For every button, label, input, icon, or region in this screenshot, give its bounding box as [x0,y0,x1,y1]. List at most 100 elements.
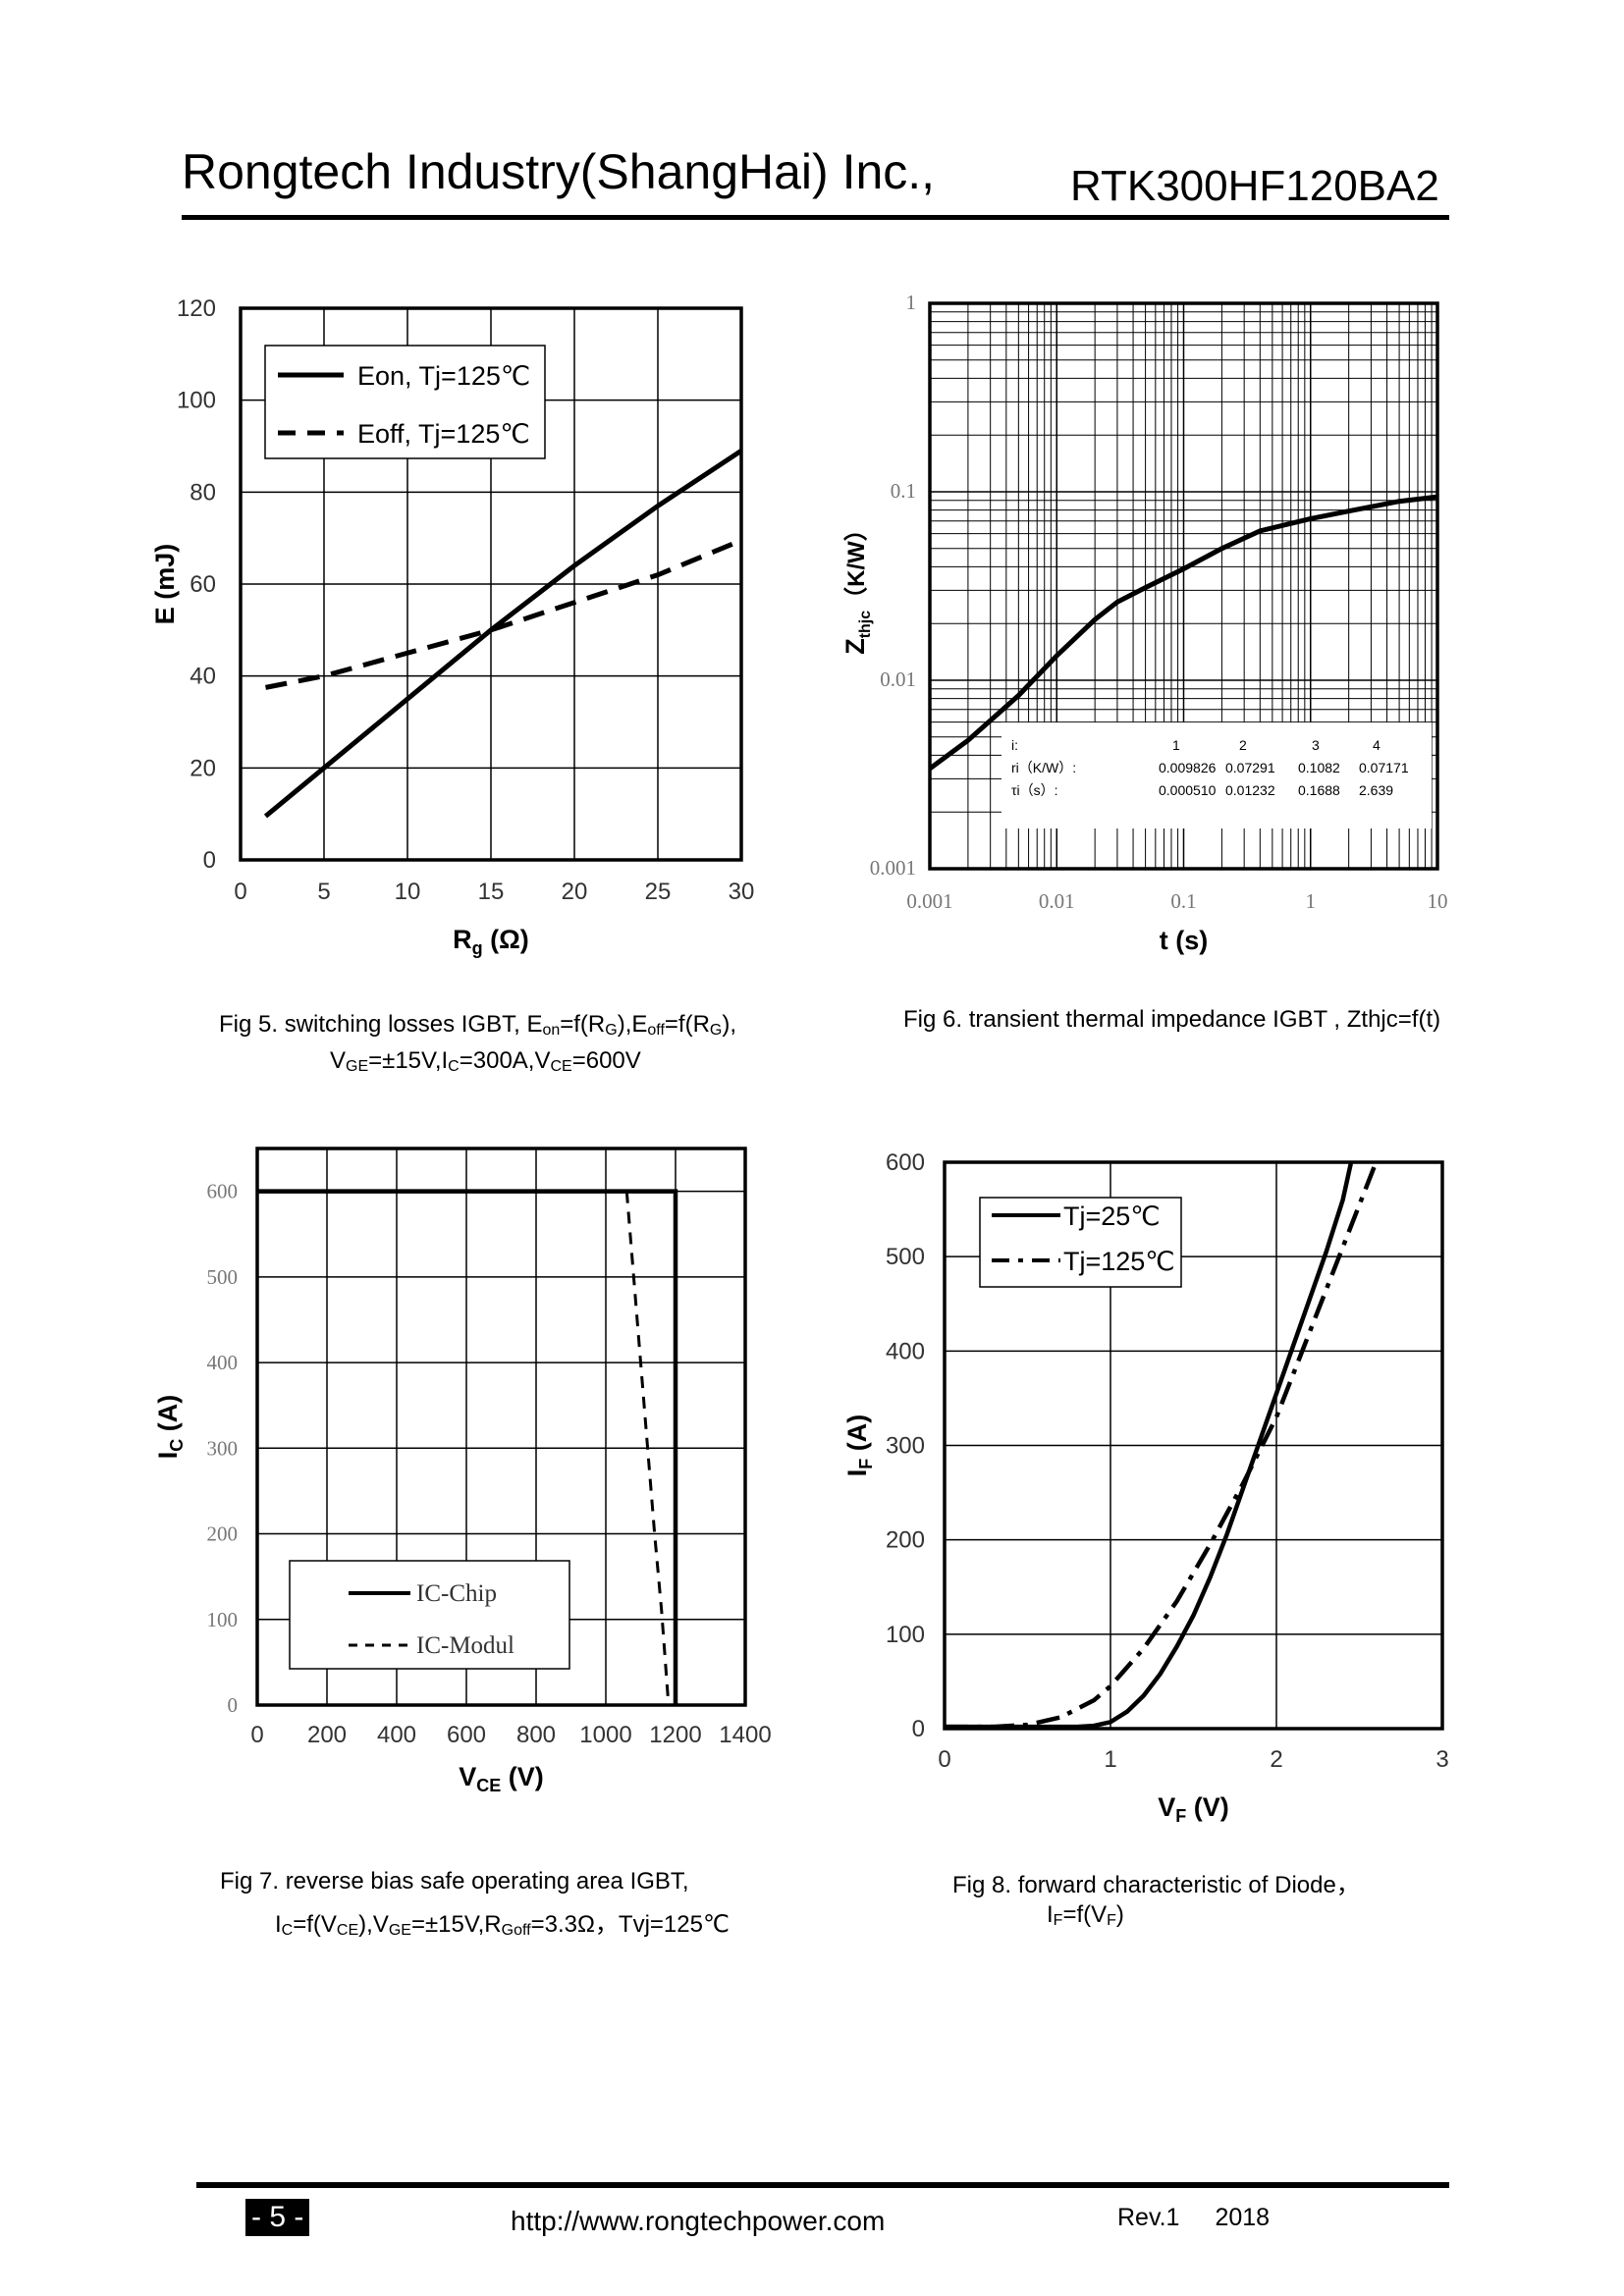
caption-text: Fig 6. transient thermal impedance IGBT … [903,1006,1441,1033]
rc-table: i: 1 2 3 4 ri（K/W）: 0.009826 0.07291 0.1082 0.071… [1001,722,1432,828]
rc-table-cell: 0.000510 [1159,782,1217,798]
part-number: RTK300HF120BA2 [1070,162,1439,210]
y-axis-label: Zthjc（K/W） [840,517,874,655]
caption-text: V [330,1047,347,1074]
caption-text: =f(R [560,1011,606,1038]
legend-label: IC-Modul [416,1632,514,1659]
footer-rule [196,2182,1449,2188]
plot-frame [255,1147,747,1707]
x-tick-label: 0 [938,1746,950,1773]
x-axis-label: t (s) [1160,926,1209,955]
fig7-caption-line2: IC=f(VCE),VGE=±15V,RGoff=3.3Ω，Tvj=125℃ [275,1904,730,1940]
x-tick-label: 5 [317,879,330,905]
company-name: Rongtech Industry(ShangHai) Inc., [182,144,936,199]
legend-label: Tj=25℃ [1063,1201,1161,1231]
rc-table-cell: 0.1688 [1298,782,1340,798]
x-tick-label: 1 [1104,1746,1116,1773]
rc-table-cell: 0.01232 [1225,782,1275,798]
y-tick-label: 200 [886,1527,925,1554]
caption-subscript: C [281,1922,294,1939]
x-axis-label: VF (V) [1158,1792,1229,1826]
x-tick-label: 600 [447,1722,486,1748]
rc-table-cell: 1 [1172,737,1180,753]
y-axis-label: E (mJ) [150,544,180,625]
caption-text: =f(R [664,1011,710,1038]
footer-revision: Rev.1 2018 [1117,2204,1270,2232]
y-tick-label: 500 [886,1244,925,1270]
x-tick-label: 1400 [719,1722,771,1748]
legend-box [264,345,546,459]
y-tick-label: 0.01 [880,667,916,691]
y-tick-label: 300 [886,1433,925,1460]
x-axis-label: VCE (V) [459,1762,544,1795]
y-tick-label: 0 [228,1693,239,1717]
x-tick-label: 1000 [579,1722,631,1748]
legend-label: IC-Chip [416,1580,497,1607]
revision-year: 2018 [1215,2204,1271,2231]
x-tick-label: 15 [478,879,505,905]
chart-rbsoa: 0 200 400 600 800 1000 1200 1400 0 100 200 300 400 50… [153,1147,772,1795]
legend-box [289,1560,570,1670]
caption-text: =300A,V [459,1047,551,1074]
caption-text: =±15V,R [410,1911,502,1938]
y-tick-label: 400 [886,1338,925,1364]
fig5-caption-line2: VGE=±15V,IC=300A,VCE=600V [330,1047,641,1076]
caption-text: ),V [358,1911,389,1938]
caption-subscript: C [448,1058,460,1075]
caption-subscript: F [1053,1912,1063,1929]
caption-text: =±15V,I [368,1047,449,1074]
y-tick-label: 100 [886,1622,925,1648]
rc-table-bg [1001,722,1432,828]
x-tick-label: 25 [645,879,672,905]
rc-table-cell: 2 [1239,737,1247,753]
rc-table-cell: 0.009826 [1159,760,1217,775]
legend-label: Eon, Tj=125℃ [357,361,530,391]
rc-table-cell: i: [1011,737,1018,753]
y-tick-label: 1 [906,291,917,314]
legend-label: Tj=125℃ [1063,1247,1175,1276]
caption-text: ),E [617,1011,648,1038]
caption-text: =600V [571,1047,641,1074]
revision-label: Rev.1 [1117,2204,1180,2231]
y-tick-label: 600 [207,1180,239,1203]
series-line [624,1191,671,1706]
y-tick-label: 80 [189,479,216,506]
footer-url[interactable]: http://www.rongtechpower.com [511,2206,886,2236]
caption-text: Fig 5. switching losses IGBT, E [219,1011,543,1038]
caption-subscript: F [1107,1912,1116,1929]
x-tick-label: 200 [307,1722,347,1748]
x-tick-label: 1 [1306,889,1317,913]
header-rule [182,215,1449,220]
x-tick-label: 0 [250,1722,263,1748]
caption-text: I [1047,1901,1054,1928]
chart-thermal-impedance: 0.001 0.01 0.1 1 10 0.001 0.01 0.1 1 i: 1 2 3 4 ri（K/W… [840,291,1448,955]
legend-box [979,1197,1182,1288]
x-tick-label: 10 [395,879,421,905]
caption-text: I [275,1911,282,1938]
caption-text: =f(V [1062,1901,1108,1928]
y-tick-label: 200 [207,1522,239,1546]
y-tick-label: 100 [177,388,216,414]
y-tick-label: 120 [177,295,216,322]
x-tick-label: 1200 [649,1722,701,1748]
caption-text: ) [1115,1901,1124,1928]
caption-subscript: G [605,1022,618,1039]
y-tick-label: 400 [207,1351,239,1374]
y-tick-label: 0 [203,847,216,874]
y-tick-label: 20 [189,755,216,781]
fig6-caption: Fig 6. transient thermal impedance IGBT … [903,1006,1440,1034]
rc-table-cell: 0.1082 [1298,760,1340,775]
plot-frame [928,301,1439,871]
fig7-caption-line1: Fig 7. reverse bias safe operating area … [220,1868,689,1896]
x-tick-label: 400 [377,1722,416,1748]
caption-subscript: GE [388,1922,411,1939]
caption-subscript: CE [550,1058,572,1075]
caption-subscript: G [709,1022,723,1039]
x-tick-label: 3 [1435,1746,1448,1773]
x-tick-label: 0 [234,879,246,905]
rc-table-cell: 3 [1312,737,1320,753]
caption-text: Fig 7. reverse bias safe operating area … [220,1868,689,1895]
page-number: - 5 - [245,2199,310,2236]
rc-table-cell: 0.07171 [1359,760,1409,775]
caption-subscript: off [647,1022,665,1039]
